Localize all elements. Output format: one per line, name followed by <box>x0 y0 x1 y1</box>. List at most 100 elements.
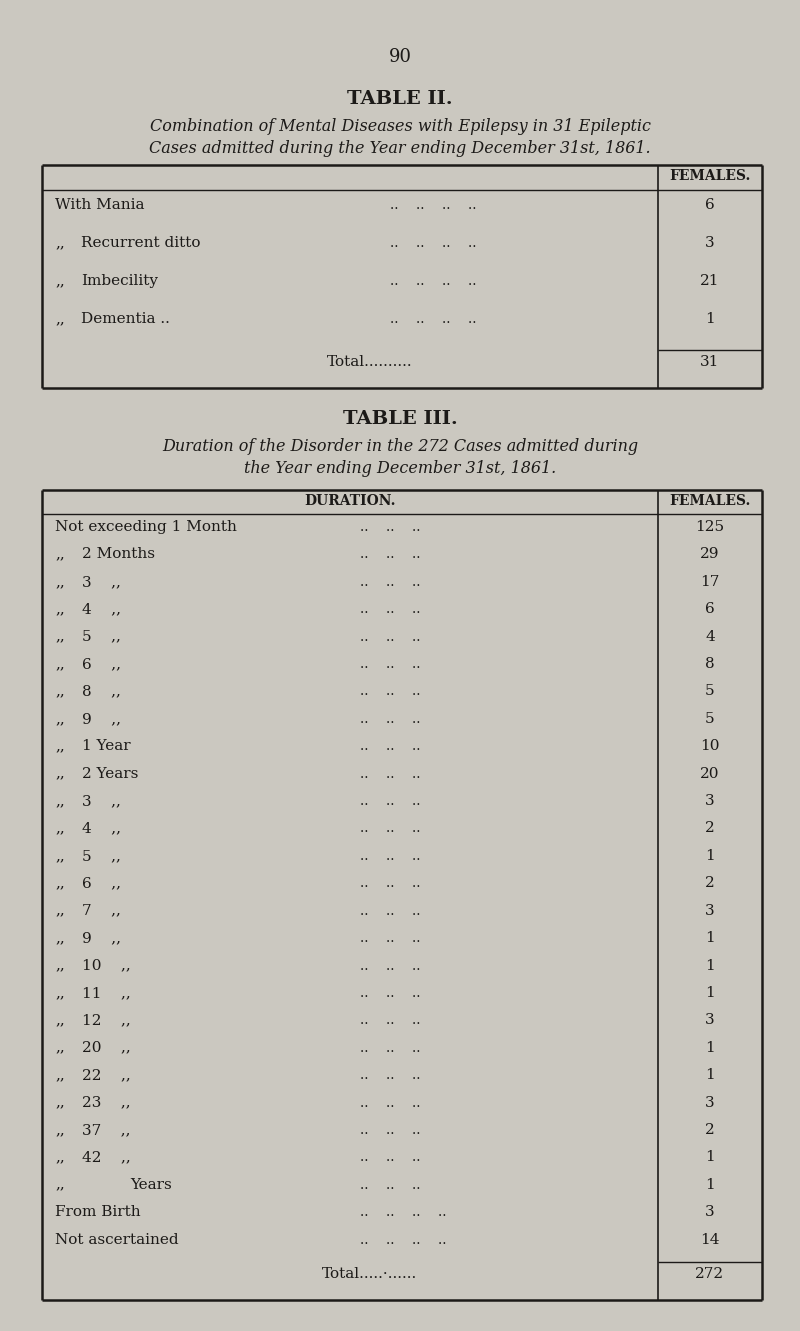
Text: 21: 21 <box>700 274 720 287</box>
Text: 6    ,,: 6 ,, <box>82 876 121 890</box>
Text: TABLE III.: TABLE III. <box>342 410 458 429</box>
Text: ,,: ,, <box>55 1069 65 1082</box>
Text: Dementia ..: Dementia .. <box>81 311 170 326</box>
Text: 22    ,,: 22 ,, <box>82 1069 130 1082</box>
Text: 3: 3 <box>705 795 715 808</box>
Text: Years: Years <box>130 1178 172 1191</box>
Text: 7    ,,: 7 ,, <box>82 904 121 917</box>
Text: 272: 272 <box>695 1267 725 1280</box>
Text: ,,: ,, <box>55 739 65 753</box>
Text: ..    ..    ..    ..: .. .. .. .. <box>360 1233 446 1247</box>
Text: ,,: ,, <box>55 658 65 671</box>
Text: 1: 1 <box>705 986 715 1000</box>
Text: 29: 29 <box>700 547 720 562</box>
Text: ,,: ,, <box>55 630 65 644</box>
Text: ..    ..    ..    ..: .. .. .. .. <box>390 274 477 287</box>
Text: 3: 3 <box>705 904 715 917</box>
Text: 6    ,,: 6 ,, <box>82 658 121 671</box>
Text: ,,: ,, <box>55 1123 65 1137</box>
Text: Total.....·......: Total.....·...... <box>322 1267 418 1280</box>
Text: 23    ,,: 23 ,, <box>82 1095 130 1110</box>
Text: 6: 6 <box>705 602 715 616</box>
Text: 12    ,,: 12 ,, <box>82 1013 130 1028</box>
Text: ..    ..    ..: .. .. .. <box>360 986 421 1000</box>
Text: ,,: ,, <box>55 849 65 862</box>
Text: 14: 14 <box>700 1233 720 1247</box>
Text: ..    ..    ..: .. .. .. <box>360 932 421 945</box>
Text: 37    ,,: 37 ,, <box>82 1123 130 1137</box>
Text: ,,: ,, <box>55 821 65 836</box>
Text: 4: 4 <box>705 630 715 644</box>
Text: ,,: ,, <box>55 1178 65 1191</box>
Text: ..    ..    ..: .. .. .. <box>360 602 421 616</box>
Text: ..    ..    ..: .. .. .. <box>360 1123 421 1137</box>
Text: ..    ..    ..: .. .. .. <box>360 684 421 699</box>
Text: FEMALES.: FEMALES. <box>670 169 750 182</box>
Text: ..    ..    ..: .. .. .. <box>360 876 421 890</box>
Text: TABLE II.: TABLE II. <box>347 91 453 108</box>
Text: 5: 5 <box>705 712 715 725</box>
Text: ,,: ,, <box>55 767 65 781</box>
Text: 8    ,,: 8 ,, <box>82 684 121 699</box>
Text: 31: 31 <box>700 355 720 369</box>
Text: 10    ,,: 10 ,, <box>82 958 130 973</box>
Text: 3: 3 <box>705 1095 715 1110</box>
Text: 9    ,,: 9 ,, <box>82 932 121 945</box>
Text: ,,: ,, <box>55 684 65 699</box>
Text: ..    ..    ..: .. .. .. <box>360 547 421 562</box>
Text: ..    ..    ..    ..: .. .. .. .. <box>390 236 477 250</box>
Text: ,,: ,, <box>55 602 65 616</box>
Text: 1: 1 <box>705 1150 715 1165</box>
Text: 3: 3 <box>705 1013 715 1028</box>
Text: 90: 90 <box>389 48 411 67</box>
Text: 11    ,,: 11 ,, <box>82 986 130 1000</box>
Text: ..    ..    ..: .. .. .. <box>360 958 421 973</box>
Text: ..    ..    ..: .. .. .. <box>360 1178 421 1191</box>
Text: 20: 20 <box>700 767 720 781</box>
Text: ..    ..    ..: .. .. .. <box>360 767 421 781</box>
Text: ..    ..    ..: .. .. .. <box>360 1095 421 1110</box>
Text: 2: 2 <box>705 1123 715 1137</box>
Text: 4    ,,: 4 ,, <box>82 821 121 836</box>
Text: ,,: ,, <box>55 1150 65 1165</box>
Text: 1: 1 <box>705 1041 715 1054</box>
Text: 3    ,,: 3 ,, <box>82 575 121 588</box>
Text: Recurrent ditto: Recurrent ditto <box>81 236 201 250</box>
Text: 3: 3 <box>705 1205 715 1219</box>
Text: ,,: ,, <box>55 712 65 725</box>
Text: 20    ,,: 20 ,, <box>82 1041 130 1054</box>
Text: 1 Year: 1 Year <box>82 739 130 753</box>
Text: 42    ,,: 42 ,, <box>82 1150 130 1165</box>
Text: ,,: ,, <box>55 575 65 588</box>
Text: Imbecility: Imbecility <box>81 274 158 287</box>
Text: the Year ending December 31st, 1861.: the Year ending December 31st, 1861. <box>244 461 556 476</box>
Text: ,,: ,, <box>55 795 65 808</box>
Text: ..    ..    ..: .. .. .. <box>360 658 421 671</box>
Text: 17: 17 <box>700 575 720 588</box>
Text: Not ascertained: Not ascertained <box>55 1233 178 1247</box>
Text: 2: 2 <box>705 821 715 836</box>
Text: From Birth: From Birth <box>55 1205 141 1219</box>
Text: 1: 1 <box>705 1069 715 1082</box>
Text: ..    ..    ..: .. .. .. <box>360 849 421 862</box>
Text: 1: 1 <box>705 1178 715 1191</box>
Text: 3: 3 <box>705 236 715 250</box>
Text: 2: 2 <box>705 876 715 890</box>
Text: ..    ..    ..: .. .. .. <box>360 904 421 917</box>
Text: ,,: ,, <box>55 311 65 326</box>
Text: Combination of Mental Diseases with Epilepsy in 31 Epileptic: Combination of Mental Diseases with Epil… <box>150 118 650 134</box>
Text: ..    ..    ..    ..: .. .. .. .. <box>390 311 477 326</box>
Text: 3    ,,: 3 ,, <box>82 795 121 808</box>
Text: 9    ,,: 9 ,, <box>82 712 121 725</box>
Text: 125: 125 <box>695 520 725 534</box>
Text: ..    ..    ..: .. .. .. <box>360 1041 421 1054</box>
Text: 5    ,,: 5 ,, <box>82 849 121 862</box>
Text: ..    ..    ..: .. .. .. <box>360 795 421 808</box>
Text: Duration of the Disorder in the 272 Cases admitted during: Duration of the Disorder in the 272 Case… <box>162 438 638 455</box>
Text: ,,: ,, <box>55 1095 65 1110</box>
Text: 5    ,,: 5 ,, <box>82 630 121 644</box>
Text: ..    ..    ..: .. .. .. <box>360 1069 421 1082</box>
Text: Total..........: Total.......... <box>327 355 413 369</box>
Text: ,,: ,, <box>55 1041 65 1054</box>
Text: 6: 6 <box>705 198 715 212</box>
